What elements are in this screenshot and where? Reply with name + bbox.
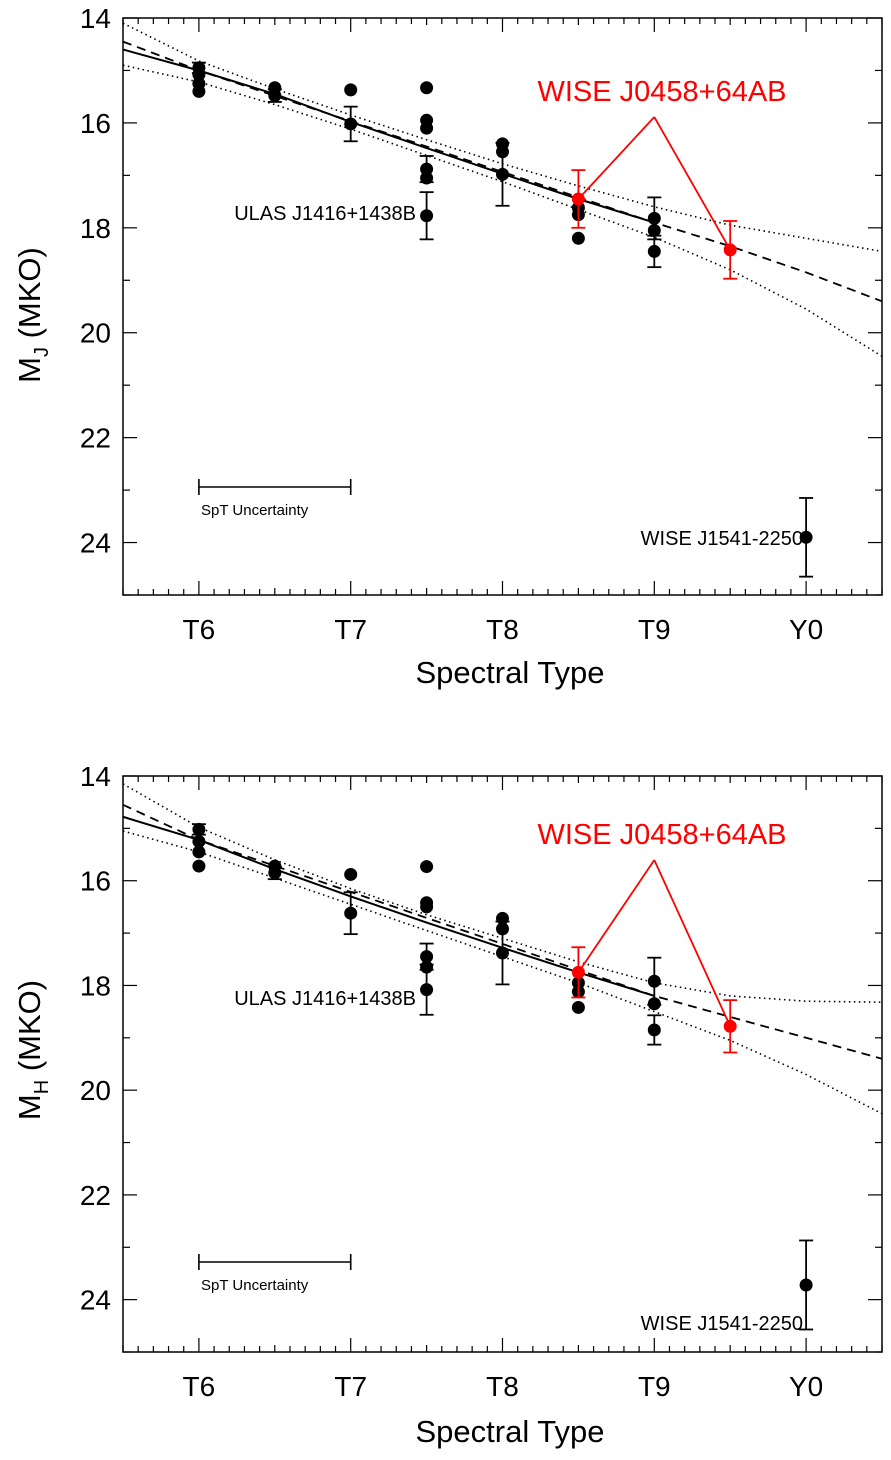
x-tick-label: T9 [638, 614, 671, 645]
annotations: WISE J0458+64AB ULAS J1416+1438B WISE J1… [198, 76, 803, 550]
x-tick-label: T7 [334, 1371, 367, 1402]
y-tick-label: 20 [80, 1075, 111, 1106]
x-tick-label: Y0 [789, 614, 823, 645]
wise-j0458-label: WISE J0458+64AB [537, 76, 786, 108]
x-tick-label: T7 [334, 614, 367, 645]
x-axis-title: Spectral Type [416, 655, 605, 690]
data-point [344, 867, 358, 881]
annotations: WISE J0458+64AB ULAS J1416+1438B WISE J1… [198, 819, 803, 1335]
wise-j0458-pointer [577, 116, 655, 200]
chart-panel-mj: T6 T7 T8 T9 Y0 14 16 18 20 22 24 WISE J0458+64AB U… [12, 3, 883, 690]
data-point [571, 231, 585, 245]
data-point [420, 983, 434, 997]
ulas-j1416-label: ULAS J1416+1438B [234, 988, 416, 1010]
x-tick-label: T6 [183, 614, 216, 645]
y-tick-label: 14 [80, 3, 111, 34]
fit-dotted-lower [123, 64, 882, 357]
data-point [420, 209, 434, 223]
data-point [420, 81, 434, 95]
data-point [344, 83, 358, 97]
axes: T6 T7 T8 T9 Y0 14 16 18 20 22 24 [80, 761, 883, 1402]
y-tick-label: 16 [80, 866, 111, 897]
axes: T6 T7 T8 T9 Y0 14 16 18 20 22 24 [80, 3, 883, 645]
spt-uncertainty-label: SpT Uncertainty [201, 1277, 309, 1294]
y-tick-label: 18 [80, 213, 111, 244]
wise-j0458-pointer [653, 859, 732, 1027]
chart-panel-mh: T6 T7 T8 T9 Y0 14 16 18 20 22 24 WISE J0458+64AB U… [12, 761, 883, 1449]
data-point [268, 89, 282, 103]
data-point [420, 950, 434, 964]
data-point [192, 845, 206, 859]
data-points [191, 822, 814, 1331]
data-point [799, 1278, 813, 1292]
data-point [344, 117, 358, 131]
x-tick-label: T9 [638, 1371, 671, 1402]
fit-dotted-lower [123, 830, 882, 1115]
data-point [420, 900, 434, 914]
y-tick-label: 16 [80, 108, 111, 139]
ulas-j1416-label: ULAS J1416+1438B [234, 203, 416, 225]
wise-j0458-pointer [577, 859, 656, 973]
data-point [420, 121, 434, 135]
spt-uncertainty-label: SpT Uncertainty [201, 502, 309, 519]
y-axis-title: MH (MKO) [12, 980, 53, 1120]
data-point [420, 171, 434, 185]
plot-frame [122, 775, 883, 1353]
y-axis-title: MJ (MKO) [12, 247, 53, 383]
data-point [571, 1000, 585, 1014]
data-point [192, 822, 206, 836]
y-tick-label: 22 [80, 1180, 111, 1211]
y-tick-label: 14 [80, 761, 111, 792]
data-point [192, 834, 206, 848]
fit-dashed [123, 803, 882, 1060]
data-point [420, 162, 434, 176]
y-tick-label: 22 [80, 423, 111, 454]
data-point [268, 866, 282, 880]
x-tick-label: T6 [183, 1371, 216, 1402]
data-point [192, 68, 206, 82]
data-point [496, 167, 509, 181]
fit-solid [123, 48, 655, 224]
wise-j1541-label: WISE J1541-2250 [641, 1313, 803, 1335]
data-point [344, 906, 358, 920]
data-point [647, 974, 661, 988]
data-point [420, 860, 434, 874]
x-axis-title: Spectral Type [416, 1414, 605, 1449]
y-tick-label: 20 [80, 318, 111, 349]
fit-solid [123, 815, 655, 997]
data-point [192, 859, 206, 873]
x-tick-label: T8 [486, 614, 519, 645]
data-point [647, 223, 661, 237]
data-point [647, 1023, 661, 1037]
data-point [496, 946, 509, 960]
data-points [191, 61, 814, 578]
data-point [647, 997, 661, 1011]
y-tick-label: 24 [80, 528, 111, 559]
y-tick-label: 18 [80, 970, 111, 1001]
data-point [647, 211, 661, 225]
fit-dashed [123, 40, 882, 303]
data-point [799, 530, 813, 544]
x-tick-label: Y0 [789, 1371, 823, 1402]
wise-j0458-label: WISE J0458+64AB [537, 819, 786, 851]
wise-j0458-pointer [653, 116, 731, 251]
data-point [647, 244, 661, 258]
x-tick-label: T8 [486, 1371, 519, 1402]
wise-j1541-label: WISE J1541-2250 [641, 528, 803, 550]
data-point [192, 84, 206, 98]
y-tick-label: 24 [80, 1285, 111, 1316]
